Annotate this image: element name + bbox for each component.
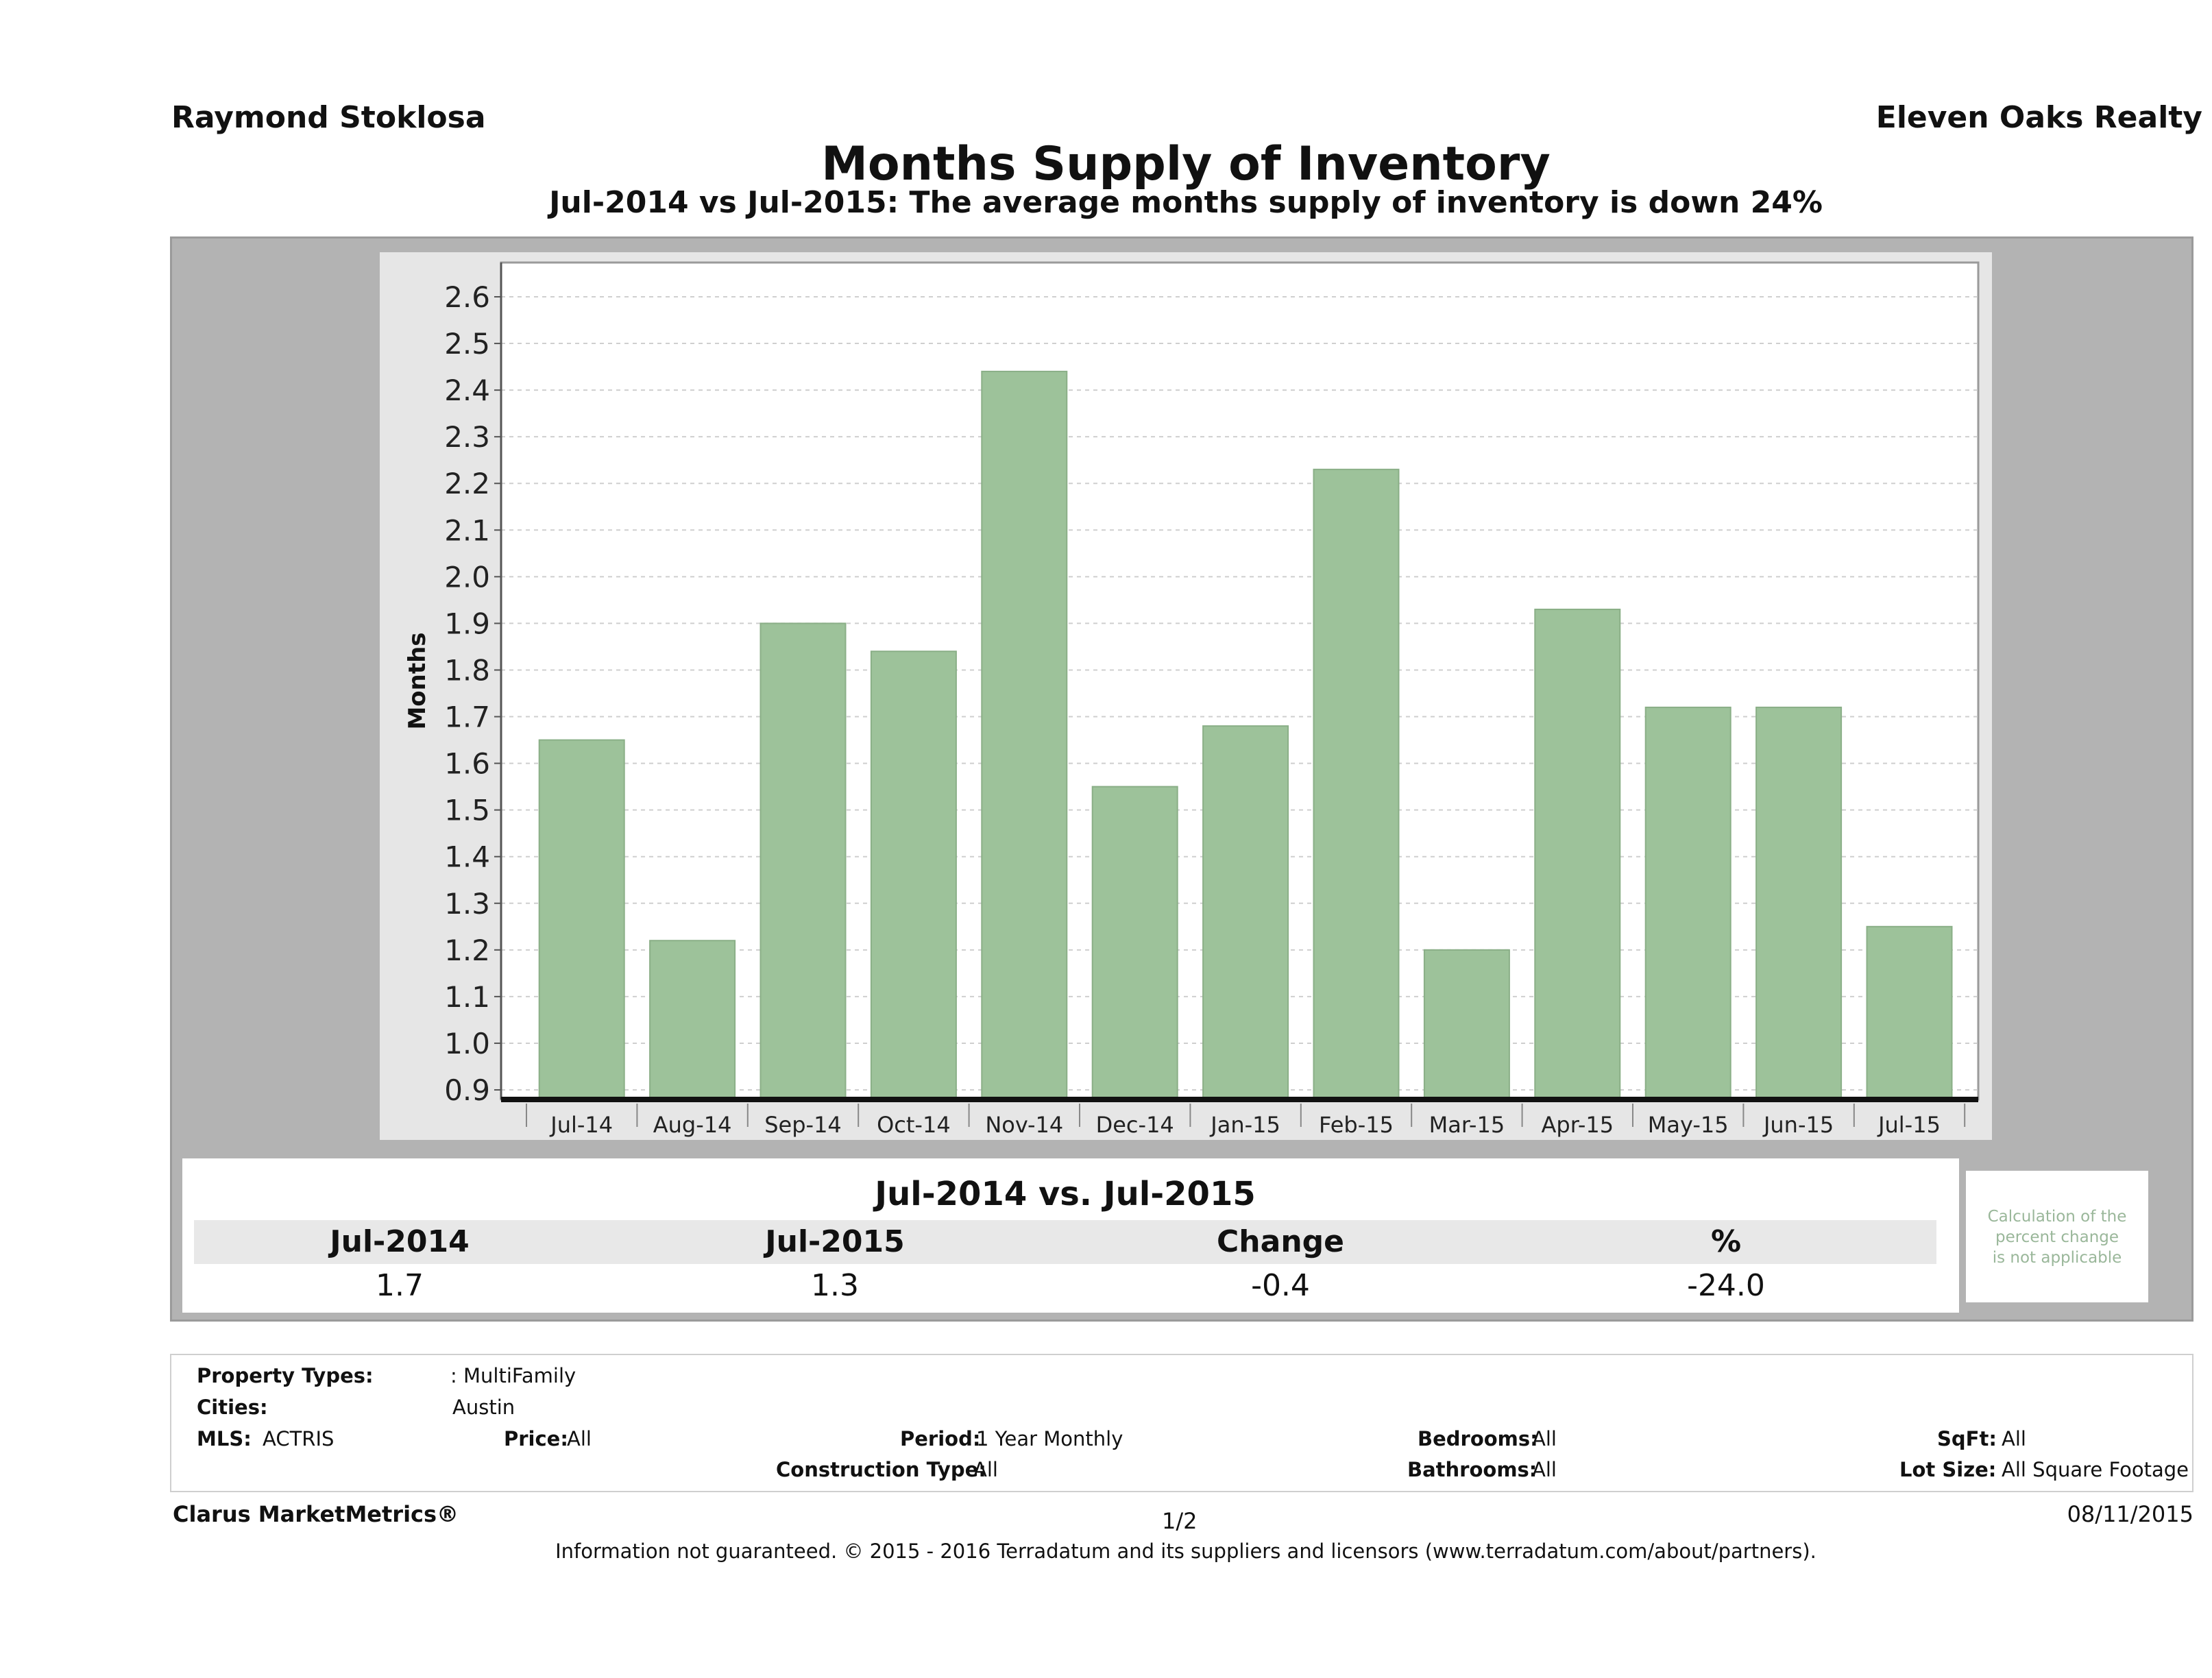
percent-note-line: percent change: [1995, 1228, 2119, 1246]
bar: [870, 650, 957, 1100]
comparison-value-row: 1.7 1.3 -0.4 -24.0: [194, 1267, 1936, 1305]
report-date: 08/11/2015: [2067, 1501, 2193, 1527]
filter-summary: [170, 1354, 2193, 1492]
y-tick-label: 1.8: [444, 653, 490, 687]
lot-size-value: All Square Footage: [2002, 1458, 2189, 1481]
cities-label: Cities:: [197, 1396, 268, 1419]
percent-note-box: [1966, 1171, 2148, 1302]
y-axis-label: Months: [404, 632, 431, 729]
comparison-value-percent: -24.0: [1687, 1268, 1765, 1303]
mls-value: ACTRIS: [263, 1427, 335, 1450]
bar: [1644, 706, 1731, 1100]
period-value: 1 Year Monthly: [976, 1427, 1123, 1450]
y-tick-label: 2.1: [444, 513, 490, 547]
price-value: All: [567, 1427, 592, 1450]
bedrooms-label: Bedrooms:: [1418, 1427, 1538, 1450]
property-types-label: Property Types:: [197, 1364, 374, 1387]
y-tick-label: 1.9: [444, 607, 490, 640]
y-tick-label: 2.6: [444, 280, 490, 314]
percent-note-line: Calculation of the: [1987, 1208, 2127, 1226]
y-tick-label: 1.6: [444, 747, 490, 781]
brand-label: Clarus MarketMetrics®: [173, 1501, 459, 1527]
construction-type-value: All: [973, 1458, 998, 1481]
property-types-value: : MultiFamily: [450, 1364, 576, 1387]
bar: [1202, 725, 1289, 1100]
bar: [1755, 706, 1843, 1100]
y-tick-label: 0.9: [444, 1073, 490, 1107]
report-title: Months Supply of Inventory: [821, 137, 1551, 191]
x-tick-label: May-15: [1648, 1112, 1729, 1138]
percent-note-line: is not applicable: [1992, 1249, 2122, 1267]
x-tick-label: Aug-14: [653, 1112, 732, 1138]
bathrooms-label: Bathrooms:: [1407, 1458, 1538, 1481]
percent-note: Calculation of the percent change is not…: [1966, 1206, 2148, 1268]
bar: [1534, 608, 1621, 1100]
cities-value: Austin: [452, 1396, 515, 1419]
x-tick-label: Jul-15: [1877, 1112, 1941, 1138]
y-tick-label: 2.0: [444, 560, 490, 594]
bar: [1866, 925, 1953, 1101]
x-tick-label: Oct-14: [877, 1112, 951, 1138]
x-tick-label: Feb-15: [1319, 1112, 1394, 1138]
y-tick-label: 2.2: [444, 467, 490, 500]
bar: [981, 370, 1068, 1100]
bar: [1091, 786, 1178, 1101]
company-name: Eleven Oaks Realty: [1875, 100, 2202, 135]
y-tick-label: 2.5: [444, 327, 490, 361]
disclaimer: Information not guaranteed. © 2015 - 201…: [555, 1540, 1816, 1563]
y-tick-label: 1.2: [444, 934, 490, 967]
y-tick-label: 1.3: [444, 887, 490, 921]
comparison-value-end: 1.3: [811, 1268, 859, 1303]
y-tick-label: 1.7: [444, 701, 490, 734]
bar: [759, 622, 847, 1100]
x-tick-label: Jun-15: [1762, 1112, 1834, 1138]
construction-type-label: Construction Type:: [776, 1458, 986, 1481]
y-tick-label: 2.4: [444, 374, 490, 407]
comparison-value-start: 1.7: [376, 1268, 424, 1303]
x-tick-label: Apr-15: [1542, 1112, 1614, 1138]
comparison-header-start: Jul-2014: [330, 1224, 470, 1259]
mls-label: MLS:: [197, 1427, 252, 1450]
comparison-header-percent: %: [1710, 1224, 1742, 1259]
bathrooms-value: All: [1532, 1458, 1557, 1481]
period-label: Period:: [900, 1427, 981, 1450]
y-tick-label: 1.1: [444, 980, 490, 1014]
report-subtitle: Jul-2014 vs Jul-2015: The average months…: [549, 185, 1823, 220]
bar: [649, 940, 736, 1101]
y-tick-label: 1.5: [444, 794, 490, 827]
bar: [538, 739, 625, 1100]
price-label: Price:: [504, 1427, 568, 1450]
comparison-header-change: Change: [1217, 1224, 1344, 1259]
y-tick-label: 2.3: [444, 420, 490, 454]
comparison-header-end: Jul-2015: [765, 1224, 905, 1259]
comparison-header-row: Jul-2014 Jul-2015 Change %: [194, 1220, 1936, 1264]
comparison-title: Jul-2014 vs. Jul-2015: [194, 1171, 1936, 1217]
x-tick-label: Mar-15: [1429, 1112, 1505, 1138]
x-tick-label: Sep-14: [764, 1112, 842, 1138]
bedrooms-value: All: [1532, 1427, 1557, 1450]
x-tick-label: Jan-15: [1209, 1112, 1280, 1138]
x-tick-label: Nov-14: [985, 1112, 1063, 1138]
page-number: 1/2: [1162, 1508, 1198, 1534]
x-tick-label: Jul-14: [549, 1112, 613, 1138]
agent-name: Raymond Stoklosa: [171, 100, 486, 135]
y-tick-label: 1.0: [444, 1027, 490, 1060]
sqft-value: All: [2002, 1427, 2026, 1450]
sqft-label: SqFt:: [1937, 1427, 1997, 1450]
lot-size-label: Lot Size:: [1899, 1458, 1997, 1481]
bar: [1313, 468, 1400, 1101]
x-tick-label: Dec-14: [1096, 1112, 1174, 1138]
y-tick-label: 1.4: [444, 840, 490, 874]
bar: [1423, 949, 1510, 1101]
comparison-value-change: -0.4: [1251, 1268, 1310, 1303]
bar-chart: 0.9 1.0 1.1 1.2 1.3 1.4 1.5 1.6 1.7 1.8 1.9 2.0 2.1 2…: [404, 261, 1980, 1138]
